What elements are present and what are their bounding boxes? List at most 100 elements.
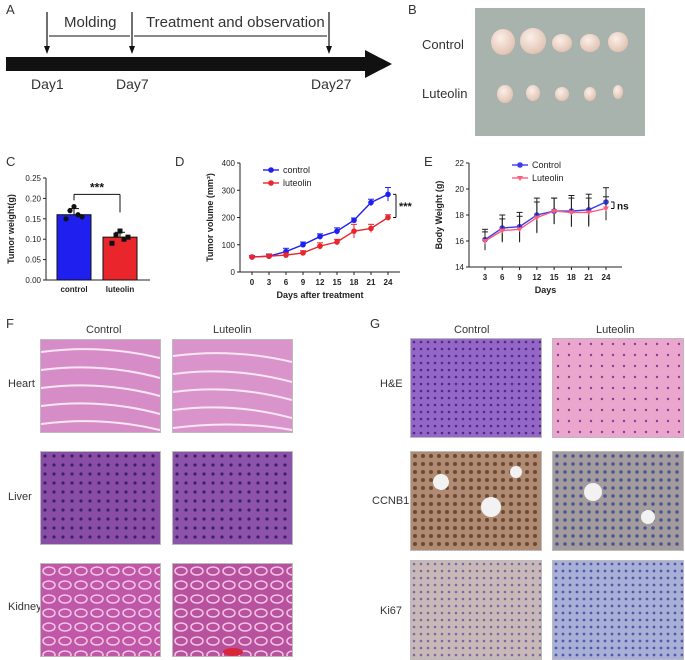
- day7-marker-head: [129, 46, 135, 54]
- panel-label-a: A: [6, 2, 15, 17]
- f-row-heart: Heart: [8, 378, 35, 390]
- series-line-Control: [484, 201, 607, 241]
- series-line-Luteolin: [484, 207, 607, 242]
- tumor-luteolin-2: [526, 85, 540, 101]
- tumor-luteolin-3: [555, 87, 569, 101]
- data-point: [125, 234, 131, 240]
- g-col-control: Control: [454, 324, 490, 336]
- histology-he-luteolin: [552, 338, 684, 438]
- y-tick-label: 20: [455, 185, 464, 194]
- data-point: [499, 228, 506, 234]
- panel-label-b: B: [408, 2, 417, 17]
- histology-heart-luteolin: [172, 339, 293, 433]
- histology-kidney-luteolin: [172, 563, 293, 657]
- legend-marker: [268, 167, 274, 173]
- x-axis-label: Days after treatment: [276, 290, 363, 300]
- x-tick-label: 9: [301, 278, 306, 287]
- data-point: [113, 232, 119, 238]
- y-tick-label: 0.00: [25, 276, 41, 285]
- timeline-diagram: [6, 12, 392, 78]
- x-tick-label: 15: [333, 278, 342, 287]
- x-tick-label: control: [60, 285, 87, 294]
- phase-molding: Molding: [64, 14, 117, 31]
- data-point: [71, 203, 77, 210]
- x-tick-label: 12: [316, 278, 325, 287]
- x-tick-label: 24: [384, 278, 393, 287]
- legend-label: Luteolin: [532, 173, 564, 183]
- data-point: [300, 241, 306, 248]
- f-row-kidney: Kidney: [8, 601, 42, 613]
- panel-label-g: G: [370, 316, 381, 331]
- panel-label-e: E: [424, 154, 433, 169]
- day1-marker-head: [44, 46, 50, 54]
- x-tick-label: 12: [532, 273, 541, 282]
- y-axis-label: Tumor volume (mm³): [205, 173, 215, 262]
- data-point: [121, 236, 127, 242]
- y-tick-label: 200: [222, 214, 236, 223]
- y-tick-label: 0.10: [25, 235, 41, 244]
- timeline-arrow: [6, 50, 392, 78]
- x-tick-label: 3: [483, 273, 488, 282]
- histology-he-control: [410, 338, 542, 438]
- label-day1: Day1: [31, 76, 64, 92]
- label-day27: Day27: [311, 76, 352, 92]
- data-point: [368, 199, 374, 206]
- data-point: [603, 206, 609, 212]
- x-tick-label: 3: [267, 278, 272, 287]
- tumor-control-1: [491, 29, 515, 55]
- data-point: [300, 250, 306, 256]
- data-point: [317, 243, 323, 249]
- tumor-control-2: [520, 28, 546, 54]
- data-point: [351, 217, 357, 224]
- data-point: [551, 209, 558, 215]
- f-row-liver: Liver: [8, 491, 32, 503]
- chart-body-weight: 14 16 18 20 22 3 6 9 12 15 18 21 24 Control Luteolin ns…: [434, 159, 629, 295]
- y-tick-label: 14: [455, 263, 464, 272]
- tumor-photo: [475, 8, 645, 136]
- legend-label: control: [283, 165, 310, 175]
- photo-background: [475, 8, 645, 136]
- y-tick-label: 100: [222, 241, 236, 250]
- y-tick-label: 22: [455, 159, 464, 168]
- y-tick-label: 18: [455, 211, 464, 220]
- y-tick-label: 16: [455, 237, 464, 246]
- x-tick-label: 6: [284, 278, 289, 287]
- data-point: [266, 253, 272, 259]
- g-row-ccnb1: CCNB1: [372, 495, 410, 507]
- significance-label: ***: [399, 201, 413, 213]
- photo-label-control: Control: [422, 37, 464, 52]
- significance-label: ns: [617, 201, 629, 212]
- data-point: [482, 239, 488, 244]
- data-point: [75, 212, 81, 218]
- panel-label-d: D: [175, 154, 185, 169]
- panel-label-c: C: [6, 154, 16, 169]
- legend-marker: [268, 180, 274, 186]
- y-axis-label: Tumor weight(g): [6, 194, 16, 264]
- bar-control: [56, 214, 92, 281]
- x-tick-label: 0: [250, 278, 255, 287]
- data-point: [79, 214, 85, 220]
- phase-treatment: Treatment and observation: [146, 14, 325, 31]
- tumor-luteolin-1: [497, 85, 513, 103]
- x-tick-label: 21: [367, 278, 376, 287]
- tumor-control-4: [580, 34, 600, 52]
- data-point: [533, 215, 540, 221]
- y-axis-label: Body Weight (g): [434, 181, 444, 250]
- data-point: [117, 228, 123, 234]
- y-tick-label: 0.05: [25, 256, 41, 265]
- data-point: [385, 214, 391, 221]
- significance-label: ***: [90, 180, 104, 194]
- data-point: [334, 239, 340, 245]
- legend-marker: [517, 176, 523, 181]
- x-tick-label: luteolin: [106, 285, 135, 294]
- tumor-luteolin-5: [613, 85, 623, 99]
- data-point: [385, 191, 391, 198]
- x-tick-label: 21: [584, 273, 593, 282]
- ihc-ki67-luteolin: [552, 560, 684, 660]
- tumor-luteolin-4: [584, 87, 596, 101]
- y-tick-label: 0.20: [25, 194, 41, 203]
- x-tick-label: 24: [602, 273, 611, 282]
- histology-liver-luteolin: [172, 451, 293, 545]
- data-point: [317, 233, 323, 240]
- x-tick-label: 18: [350, 278, 359, 287]
